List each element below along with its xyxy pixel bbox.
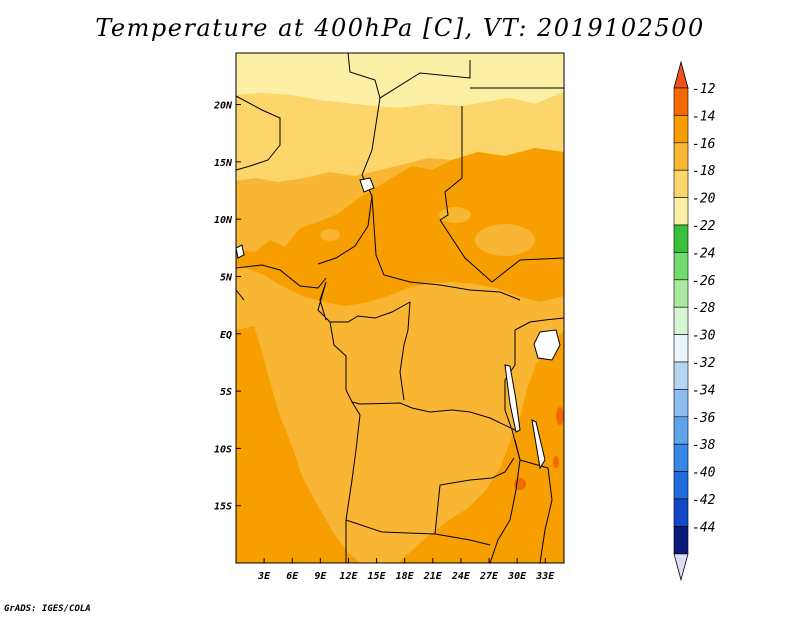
field-band-minus12-spot bbox=[556, 407, 564, 425]
colorbar-bin bbox=[673, 252, 689, 281]
colorbar-bin bbox=[673, 334, 689, 363]
colorbar-label: -40 bbox=[692, 466, 716, 481]
lake-tanganyika bbox=[504, 364, 521, 433]
field-band-minus14-southeast bbox=[398, 330, 564, 563]
colorbar-bin bbox=[673, 169, 689, 198]
colorbar-label: -12 bbox=[692, 82, 716, 97]
colorbar-bin bbox=[673, 416, 689, 445]
lat-tick-label: 20N bbox=[213, 101, 233, 112]
longitude-axis: 3E 6E 9E 12E 15E 18E 21E 24E 27E 30E 33E bbox=[257, 558, 555, 582]
field-band-minus14-southwest bbox=[236, 326, 360, 563]
lon-tick-label: 12E bbox=[339, 571, 358, 582]
lake-volta bbox=[236, 244, 245, 259]
colorbar-label: -44 bbox=[692, 520, 715, 535]
lakes bbox=[236, 177, 561, 470]
map-frame bbox=[235, 52, 565, 564]
colorbar-bin bbox=[673, 443, 689, 472]
colorbar-bin bbox=[673, 526, 689, 555]
lat-tick-label: 15N bbox=[214, 158, 233, 169]
temperature-field bbox=[236, 53, 564, 563]
country-borders bbox=[236, 53, 564, 563]
lat-tick-label: 15S bbox=[214, 502, 232, 513]
grads-credit: GrADS: IGES/COLA bbox=[4, 604, 91, 614]
lon-tick-label: 30E bbox=[507, 571, 527, 582]
field-band-minus14-central bbox=[236, 148, 564, 306]
lon-tick-label: 3E bbox=[257, 571, 271, 582]
colorbar-bin bbox=[673, 279, 689, 308]
field-band-minus16-pocket bbox=[276, 197, 304, 213]
colorbar-label: -22 bbox=[692, 219, 716, 234]
lake-chad bbox=[359, 177, 375, 193]
colorbar: -12 -14 -16 -18 -20 -22 -24 -26 -28 -30 -32 -34 -36 -… bbox=[673, 60, 716, 582]
colorbar-bin bbox=[673, 87, 689, 116]
colorbar-bin bbox=[673, 224, 689, 253]
lon-tick-label: 18E bbox=[396, 571, 415, 582]
colorbar-bin bbox=[673, 115, 689, 144]
lon-tick-label: 21E bbox=[423, 571, 443, 582]
colorbar-label: -18 bbox=[692, 164, 716, 179]
colorbar-label: -42 bbox=[692, 493, 716, 508]
colorbar-label: -16 bbox=[692, 137, 716, 152]
colorbar-bin bbox=[673, 389, 689, 418]
chart-title: Temperature at 400hPa [C], VT: 201910250… bbox=[95, 14, 705, 42]
colorbar-top-arrow bbox=[673, 60, 689, 89]
lake-victoria bbox=[533, 329, 561, 361]
lon-tick-label: 27E bbox=[479, 571, 499, 582]
colorbar-label: -34 bbox=[692, 383, 715, 398]
colorbar-label: -24 bbox=[692, 246, 715, 261]
lat-tick-label: EQ bbox=[220, 330, 232, 341]
field-band-minus16-pocket bbox=[475, 224, 535, 256]
colorbar-bottom-arrow bbox=[673, 553, 689, 582]
colorbar-label: -28 bbox=[692, 301, 716, 316]
colorbar-bin bbox=[673, 471, 689, 500]
lon-tick-label: 33E bbox=[535, 571, 555, 582]
lon-tick-label: 9E bbox=[314, 571, 327, 582]
lake-malawi bbox=[531, 419, 546, 470]
colorbar-bin bbox=[673, 197, 689, 226]
colorbar-bin bbox=[673, 142, 689, 171]
lat-tick-label: 10S bbox=[214, 444, 232, 455]
colorbar-bin bbox=[673, 361, 689, 390]
colorbar-label: -20 bbox=[692, 192, 716, 207]
colorbar-bin bbox=[673, 306, 689, 335]
lat-tick-label: 5N bbox=[220, 272, 233, 283]
colorbar-label: -36 bbox=[692, 411, 716, 426]
field-band-minus20 bbox=[236, 53, 564, 108]
latitude-axis: 20N 15N 10N 5N EQ 5S 10S 15S bbox=[213, 101, 241, 513]
field-band-minus12-spot bbox=[553, 456, 559, 468]
colorbar-label: -14 bbox=[692, 109, 715, 124]
lat-tick-label: 5S bbox=[220, 387, 232, 398]
colorbar-label: -38 bbox=[692, 438, 716, 453]
field-band-minus16-pocket bbox=[320, 229, 340, 241]
lon-tick-label: 6E bbox=[286, 571, 299, 582]
lon-tick-label: 15E bbox=[368, 571, 387, 582]
colorbar-label: -26 bbox=[692, 274, 716, 289]
colorbar-label: -30 bbox=[692, 329, 716, 344]
field-band-minus16-pocket bbox=[439, 207, 471, 223]
field-band-minus18-pocket bbox=[380, 130, 420, 146]
colorbar-bin bbox=[673, 498, 689, 527]
lat-tick-label: 10N bbox=[214, 215, 233, 226]
colorbar-label: -32 bbox=[692, 356, 716, 371]
lon-tick-label: 24E bbox=[451, 571, 471, 582]
